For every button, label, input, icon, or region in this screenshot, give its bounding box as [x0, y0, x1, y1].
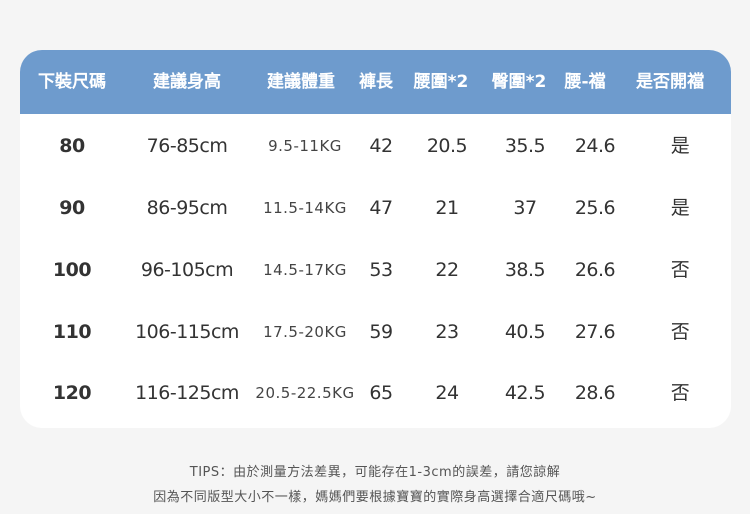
cell-height: 86-95cm	[146, 197, 228, 219]
cell-waist: 20.5	[426, 135, 468, 157]
cell-hip: 35.5	[504, 135, 546, 157]
table-header: 下裝尺碼 建議身高 建議體重 褲長 腰圍*2 臀圍*2 腰-襠 是否開襠	[20, 50, 731, 114]
cell-length: 59	[369, 321, 393, 343]
cell-rise: 27.6	[574, 321, 616, 343]
cell-waist: 22	[435, 259, 459, 281]
cell-hip: 42.5	[504, 382, 546, 404]
header-size: 下裝尺碼	[38, 72, 106, 92]
header-rise: 腰-襠	[564, 72, 606, 92]
table-row: 120 116-125cm 20.5-22.5KG 65 24 42.5 28.6 否	[20, 362, 731, 424]
header-open-crotch: 是否開襠	[636, 72, 704, 92]
table-row: 110 106-115cm 17.5-20KG 59 23 40.5 27.6 否	[20, 301, 731, 363]
cell-size: 80	[59, 135, 85, 157]
cell-rise: 28.6	[574, 382, 616, 404]
header-length: 褲長	[359, 72, 393, 92]
cell-length: 53	[369, 259, 393, 281]
cell-rise: 25.6	[574, 197, 616, 219]
cell-rise: 26.6	[574, 259, 616, 281]
cell-weight: 11.5-14KG	[263, 199, 347, 217]
table-row: 90 86-95cm 11.5-14KG 47 21 37 25.6 是	[20, 177, 731, 239]
header-hip: 臀圍*2	[491, 72, 547, 92]
cell-open-crotch: 否	[670, 321, 690, 343]
cell-weight: 17.5-20KG	[263, 323, 347, 341]
cell-open-crotch: 否	[670, 259, 690, 281]
cell-weight: 9.5-11KG	[268, 137, 342, 155]
cell-open-crotch: 是	[670, 197, 690, 219]
cell-hip: 37	[513, 197, 537, 219]
tips-line-2: 因為不同版型大小不一樣，媽媽們要根據寶寶的實際身高選擇合適尺碼哦~	[153, 490, 597, 505]
cell-length: 47	[369, 197, 393, 219]
table-row: 80 76-85cm 9.5-11KG 42 20.5 35.5 24.6 是	[20, 115, 731, 177]
cell-weight: 20.5-22.5KG	[255, 384, 355, 402]
cell-open-crotch: 否	[670, 382, 690, 404]
cell-length: 42	[369, 135, 393, 157]
cell-hip: 38.5	[504, 259, 546, 281]
header-waist: 腰圍*2	[413, 72, 469, 92]
cell-rise: 24.6	[574, 135, 616, 157]
cell-height: 116-125cm	[135, 382, 239, 404]
cell-size: 120	[52, 382, 92, 404]
cell-waist: 24	[435, 382, 459, 404]
cell-height: 76-85cm	[146, 135, 228, 157]
cell-open-crotch: 是	[670, 135, 690, 157]
header-height: 建議身高	[153, 72, 221, 92]
cell-hip: 40.5	[504, 321, 546, 343]
cell-height: 96-105cm	[140, 259, 234, 281]
cell-waist: 21	[435, 197, 459, 219]
cell-waist: 23	[435, 321, 459, 343]
cell-weight: 14.5-17KG	[263, 261, 347, 279]
cell-size: 110	[52, 321, 92, 343]
tips-line-1: TIPS：由於測量方法差異，可能存在1-3cm的誤差，請您諒解	[189, 465, 561, 480]
table-row: 100 96-105cm 14.5-17KG 53 22 38.5 26.6 否	[20, 239, 731, 301]
cell-size: 100	[52, 259, 92, 281]
header-weight: 建議體重	[267, 72, 335, 92]
cell-length: 65	[369, 382, 393, 404]
cell-height: 106-115cm	[135, 321, 239, 343]
cell-size: 90	[59, 197, 85, 219]
size-chart-table: 下裝尺碼 建議身高 建議體重 褲長 腰圍*2 臀圍*2 腰-襠 是否開襠 80 7…	[20, 50, 731, 428]
